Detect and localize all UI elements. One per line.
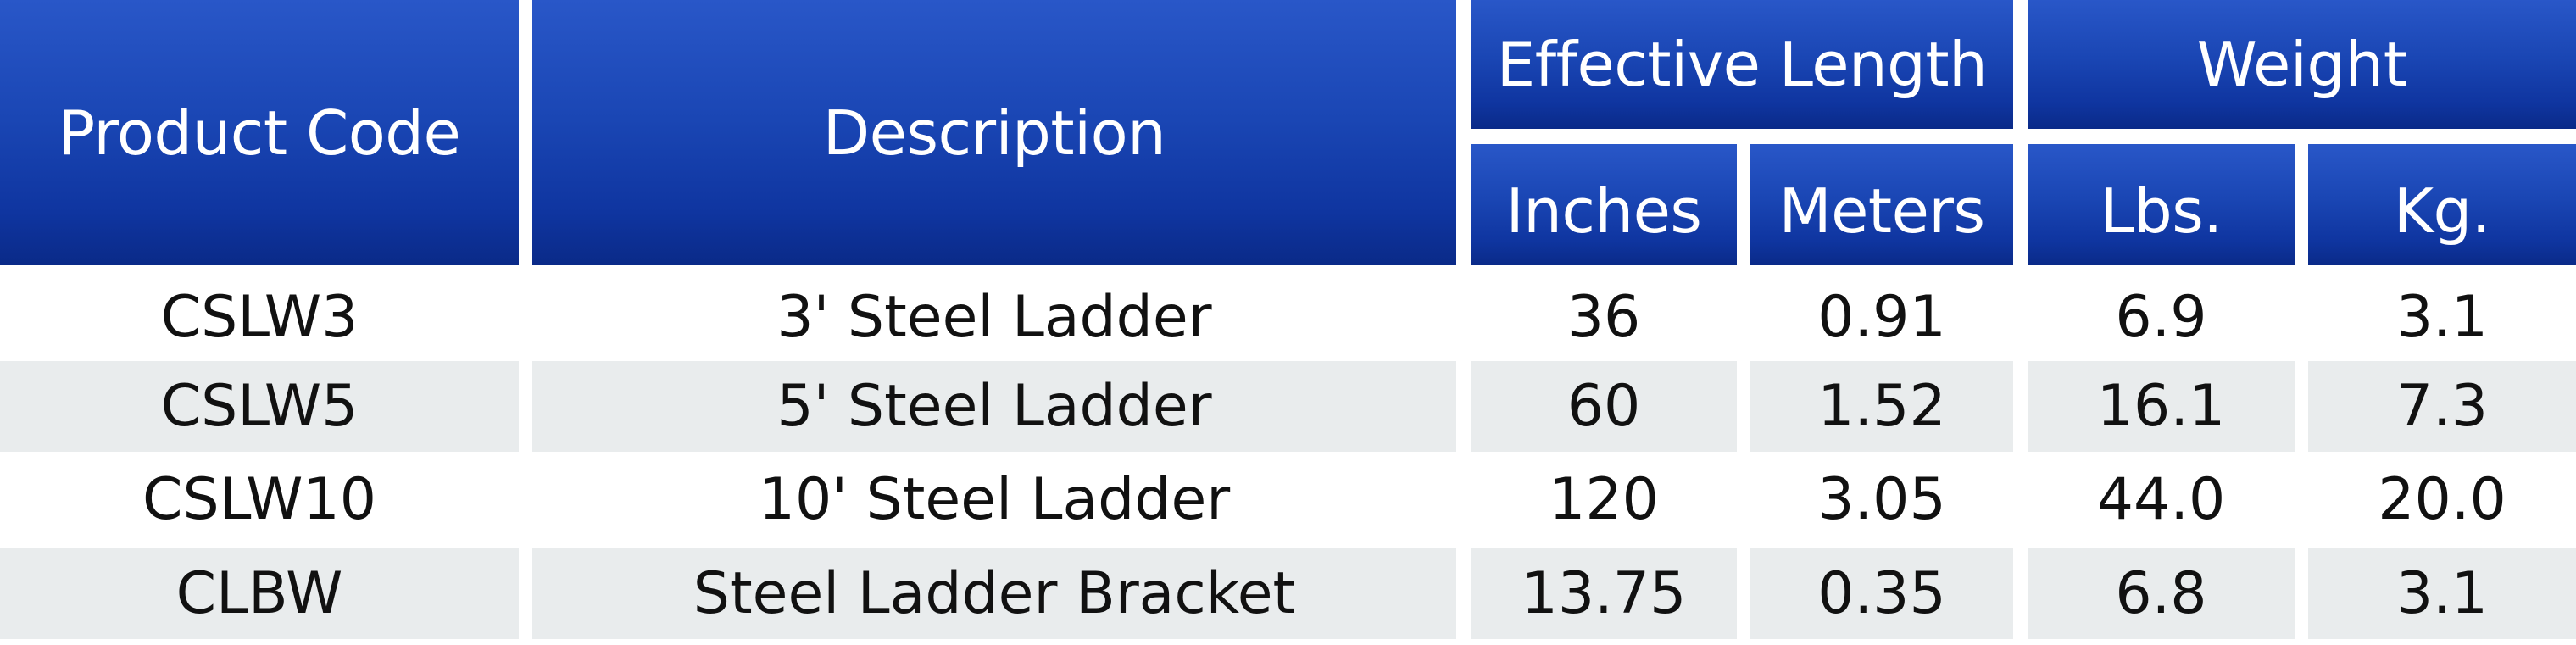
table-cell-meters: 0.35: [1750, 548, 2013, 639]
table-cell-code: CLBW: [0, 548, 519, 639]
header-description: Description: [532, 0, 1456, 265]
table-cell-kg: 20.0: [2308, 452, 2576, 548]
header-meters: Meters: [1750, 144, 2013, 265]
table-cell-kg: 7.3: [2308, 361, 2576, 452]
header-effective-length: Effective Length: [1471, 0, 2013, 129]
header-lbs: Lbs.: [2028, 144, 2295, 265]
table-cell-description: 3' Steel Ladder: [532, 274, 1456, 361]
table-cell-lbs: 16.1: [2028, 361, 2295, 452]
table-cell-lbs: 44.0: [2028, 452, 2295, 548]
table-cell-kg: 3.1: [2308, 274, 2576, 361]
table-cell-meters: 1.52: [1750, 361, 2013, 452]
header-inches: Inches: [1471, 144, 1737, 265]
table-cell-lbs: 6.8: [2028, 548, 2295, 639]
header-weight: Weight: [2028, 0, 2576, 129]
table-cell-meters: 0.91: [1750, 274, 2013, 361]
table-cell-inches: 36: [1471, 274, 1737, 361]
header-product-code: Product Code: [0, 0, 519, 265]
table-cell-code: CSLW3: [0, 274, 519, 361]
table-cell-code: CSLW10: [0, 452, 519, 548]
table-cell-meters: 3.05: [1750, 452, 2013, 548]
table-cell-inches: 60: [1471, 361, 1737, 452]
table-cell-kg: 3.1: [2308, 548, 2576, 639]
table-cell-description: 5' Steel Ladder: [532, 361, 1456, 452]
table-cell-inches: 120: [1471, 452, 1737, 548]
header-kg: Kg.: [2308, 144, 2576, 265]
table-cell-description: 10' Steel Ladder: [532, 452, 1456, 548]
table-cell-lbs: 6.9: [2028, 274, 2295, 361]
table-cell-description: Steel Ladder Bracket: [532, 548, 1456, 639]
table-cell-code: CSLW5: [0, 361, 519, 452]
table-cell-inches: 13.75: [1471, 548, 1737, 639]
